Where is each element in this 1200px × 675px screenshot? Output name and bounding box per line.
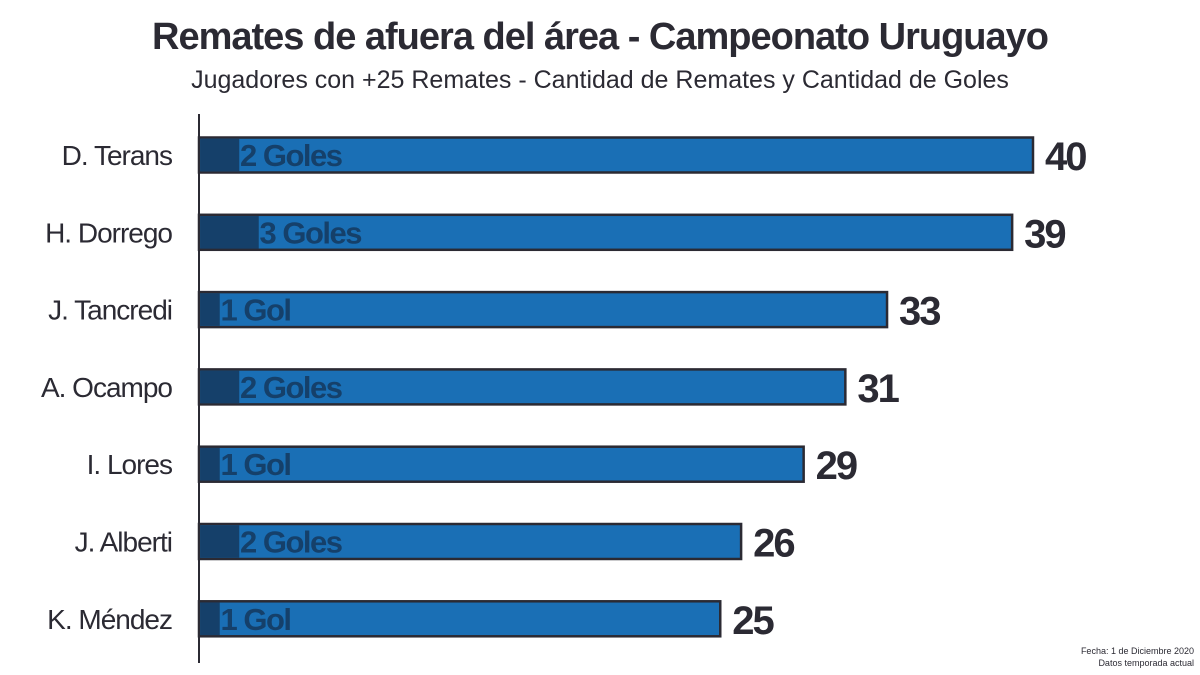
category-label: J. Alberti <box>75 527 172 558</box>
goal-label: 2 Goles <box>240 525 342 560</box>
category-label: A. Ocampo <box>41 372 172 403</box>
category-label: I. Lores <box>87 449 172 480</box>
bar-goles <box>200 138 240 172</box>
value-label: 39 <box>1024 212 1065 256</box>
goal-label: 3 Goles <box>260 215 362 250</box>
bar-remates <box>197 290 889 329</box>
bar-goles <box>200 216 259 249</box>
bar-goles <box>200 602 220 636</box>
value-label: 31 <box>857 367 899 411</box>
bar-goles <box>200 525 240 558</box>
goal-label: 1 Gol <box>221 293 291 328</box>
chart-subtitle: Jugadores con +25 Remates - Cantidad de … <box>191 66 1009 94</box>
footnote-source: Datos temporada actual <box>1098 658 1194 668</box>
footnote-date: Fecha: 1 de Diciembre 2020 <box>1080 646 1194 656</box>
goal-label: 2 Goles <box>240 138 342 173</box>
category-label: K. Méndez <box>47 604 172 635</box>
bar-remates <box>197 445 805 483</box>
category-label: D. Terans <box>62 140 172 171</box>
bar-remates <box>197 368 847 406</box>
chart-title: Remates de afuera del área - Campeonato … <box>152 16 1049 58</box>
value-label: 25 <box>732 599 774 643</box>
value-label: 26 <box>753 522 794 566</box>
goal-label: 1 Gol <box>221 447 291 482</box>
bar-remates <box>197 600 722 638</box>
goal-label: 2 Goles <box>240 370 342 405</box>
value-label: 33 <box>899 290 940 334</box>
bar-remates <box>197 136 1035 174</box>
bar-goles <box>200 447 220 481</box>
goal-label: 1 Gol <box>221 602 291 637</box>
category-label: H. Dorrego <box>45 217 172 248</box>
footnote: Fecha: 1 de Diciembre 2020 Datos tempora… <box>1081 645 1194 669</box>
value-label: 40 <box>1045 135 1086 179</box>
bar-goles <box>200 370 240 404</box>
bar-goles <box>200 293 220 326</box>
category-label: J. Tancredi <box>48 295 172 326</box>
value-label: 29 <box>816 444 857 488</box>
